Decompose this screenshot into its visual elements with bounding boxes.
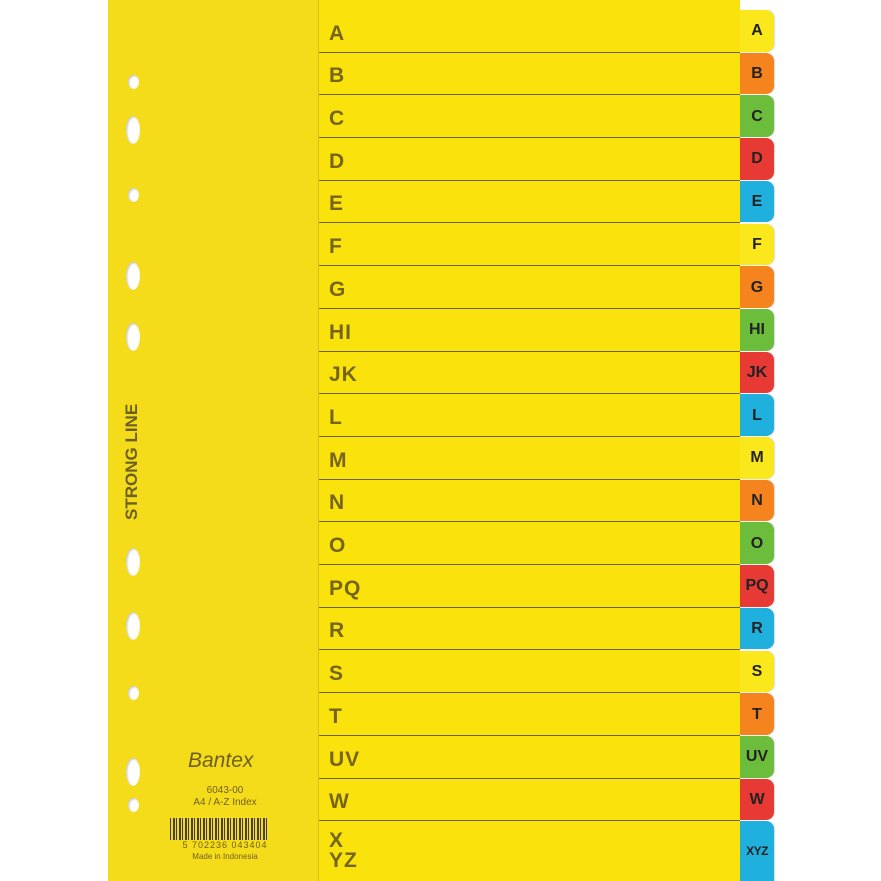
punch-hole [127, 188, 139, 202]
row-label: N [329, 491, 346, 515]
tab-f[interactable]: F [740, 223, 774, 266]
index-row: O [319, 522, 740, 566]
punch-hole [126, 323, 140, 351]
punch-hole [126, 262, 140, 290]
row-label: T [329, 704, 343, 728]
tab-hi[interactable]: HI [740, 308, 774, 351]
tab-m[interactable]: M [740, 437, 774, 479]
index-row: G [319, 266, 740, 309]
strong-line-logo: STRONG LINE [122, 403, 141, 520]
row-label: S [329, 662, 345, 686]
tab-c[interactable]: C [740, 95, 774, 138]
index-row: S [319, 651, 740, 694]
index-row: R [319, 608, 740, 651]
index-row: L [319, 394, 740, 437]
index-row: B [319, 53, 740, 96]
row-label: A [329, 21, 346, 45]
tab-b[interactable]: B [740, 52, 774, 95]
tab-n[interactable]: N [740, 479, 774, 522]
index-row: PQ [319, 565, 740, 608]
index-row: T [319, 693, 740, 736]
row-label: L [329, 405, 343, 429]
index-row: UV [319, 736, 740, 779]
punch-hole [127, 686, 139, 700]
tab-l[interactable]: L [740, 394, 774, 436]
punch-hole [126, 612, 140, 640]
product-name: A4 / A-Z Index [193, 797, 257, 808]
index-row: X YZ [319, 821, 740, 881]
tab-xyz[interactable]: XYZ [740, 821, 774, 881]
row-label: X YZ [329, 828, 358, 872]
punch-hole [127, 798, 139, 812]
punch-hole [126, 758, 140, 786]
tab-jk[interactable]: JK [740, 351, 774, 394]
barcode-number: 5 702236 043404 [182, 840, 268, 850]
tab-a[interactable]: A [740, 10, 774, 52]
row-label: G [329, 277, 347, 301]
bantex-logo: Bantex [188, 749, 254, 772]
barcode [170, 818, 268, 840]
tab-e[interactable]: E [740, 180, 774, 223]
row-label: W [329, 790, 350, 814]
row-label: D [329, 149, 346, 173]
row-label: HI [329, 320, 352, 344]
tab-r[interactable]: R [740, 607, 774, 650]
row-label: B [329, 64, 346, 88]
index-row: M [319, 437, 740, 480]
row-label: R [329, 619, 346, 643]
index-row: A [319, 0, 740, 53]
tab-uv[interactable]: UV [740, 735, 774, 778]
punch-hole [126, 116, 140, 144]
row-label: C [329, 107, 346, 131]
index-row: D [319, 138, 740, 181]
row-label: JK [329, 363, 358, 387]
tab-s[interactable]: S [740, 650, 774, 693]
index-row: F [319, 224, 740, 267]
index-row: W [319, 779, 740, 822]
tab-d[interactable]: D [740, 138, 774, 180]
punch-hole [126, 548, 140, 576]
index-row: E [319, 181, 740, 224]
index-row: C [319, 95, 740, 139]
index-row: JK [319, 352, 740, 395]
row-label: M [329, 448, 348, 472]
tab-w[interactable]: W [740, 778, 774, 821]
product-code: 6043-00 [206, 785, 244, 796]
tab-pq[interactable]: PQ [740, 565, 774, 607]
row-label: UV [329, 747, 361, 771]
index-row: HI [319, 309, 740, 352]
row-label: F [329, 235, 343, 259]
origin-label: Made in Indonesia [192, 852, 258, 861]
tab-g[interactable]: G [740, 266, 774, 308]
divider-spine [108, 0, 319, 881]
row-label: E [329, 192, 345, 216]
tab-o[interactable]: O [740, 522, 774, 565]
tab-t[interactable]: T [740, 693, 774, 735]
row-label: O [329, 534, 347, 558]
index-row: N [319, 480, 740, 523]
punch-hole [127, 75, 139, 89]
row-label: PQ [329, 576, 362, 600]
